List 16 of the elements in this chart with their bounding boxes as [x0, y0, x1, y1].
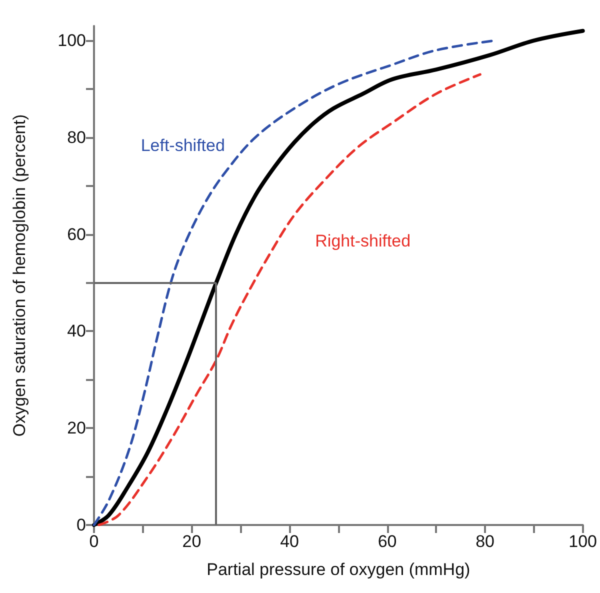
x-tick-label: 40 — [280, 532, 299, 551]
y-tick-label: 20 — [67, 418, 86, 438]
y-tick-label: 80 — [67, 128, 86, 147]
series-label: Left-shifted — [140, 136, 225, 156]
x-tick-label: 60 — [378, 532, 397, 551]
y-tick-label: 100 — [58, 31, 86, 50]
y-tick-label: 60 — [67, 224, 86, 244]
x-tick-label: 80 — [476, 532, 495, 551]
x-tick-label: 0 — [89, 532, 99, 551]
y-tick-label: 0 — [76, 516, 86, 534]
y-tick-label: 40 — [67, 322, 86, 341]
x-axis-title: Partial pressure of oxygen (mmHg) — [206, 560, 470, 579]
y-axis-title: Oxygen saturation of hemoglobin (percent) — [10, 114, 29, 437]
x-tick-label: 100 — [568, 532, 598, 551]
x-tick-label: 20 — [182, 532, 202, 551]
series-label: Right-shifted — [315, 231, 411, 250]
